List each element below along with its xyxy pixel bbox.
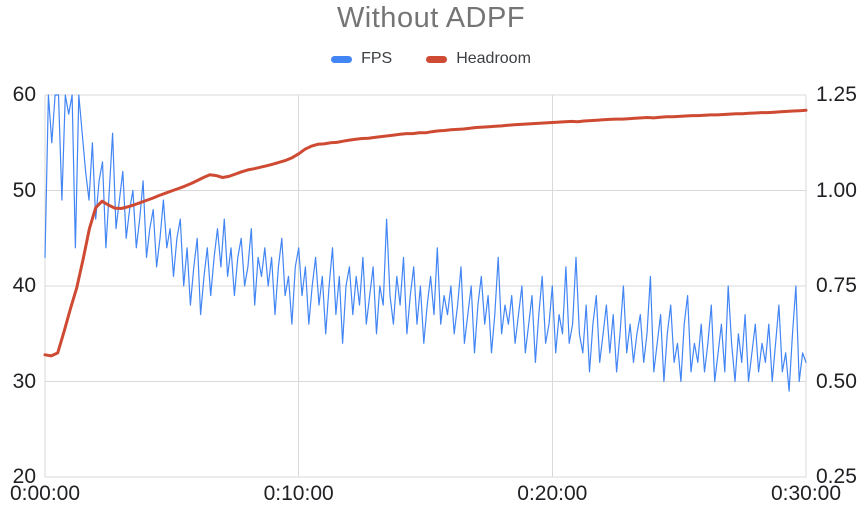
legend-item-fps: FPS [331, 50, 392, 68]
legend-label: Headroom [456, 50, 531, 67]
y-axis-left-tick-label: 40 [12, 274, 36, 297]
x-axis-tick-label: 0:00:00 [9, 482, 81, 505]
y-axis-right-tick-label: 1.25 [816, 83, 857, 106]
chart-title: Without ADPF [336, 2, 526, 34]
chart-legend: FPS Headroom [0, 50, 862, 68]
legend-swatch-fps [331, 55, 353, 63]
x-axis-tick-label: 0:30:00 [770, 482, 842, 505]
y-axis-right-tick-label: 0.25 [816, 465, 857, 488]
legend-item-headroom: Headroom [426, 50, 531, 68]
y-axis-right-tick-label: 1.00 [816, 178, 857, 202]
y-axis-left-tick-label: 60 [12, 83, 36, 106]
legend-label: FPS [361, 50, 393, 67]
x-axis-tick-label: 0:10:00 [263, 482, 334, 505]
y-axis-left-tick-label: 30 [12, 369, 36, 393]
series-line-fps [44, 94, 807, 392]
y-axis-left-tick-label: 50 [12, 178, 36, 202]
y-axis-left-tick-label: 20 [12, 465, 36, 488]
y-axis-right-tick-label: 0.50 [816, 369, 857, 393]
legend-swatch-headroom [426, 55, 448, 63]
y-axis-right-tick-label: 0.75 [816, 274, 857, 297]
series-line-headroom [43, 108, 808, 358]
x-axis-tick-label: 0:20:00 [517, 482, 588, 505]
